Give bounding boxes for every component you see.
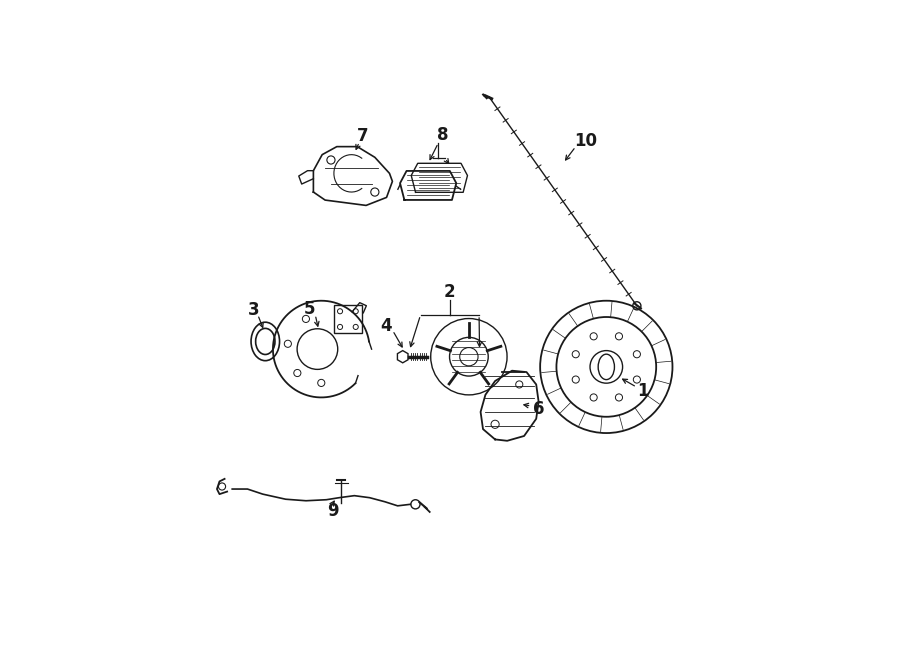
Text: 6: 6 <box>534 400 544 418</box>
Text: 3: 3 <box>248 301 260 319</box>
Text: 5: 5 <box>304 300 315 319</box>
Text: 8: 8 <box>436 126 448 144</box>
Text: 10: 10 <box>574 132 598 151</box>
Bar <box>334 305 362 333</box>
Text: 1: 1 <box>636 382 648 400</box>
Text: 4: 4 <box>381 317 392 335</box>
Text: 9: 9 <box>328 502 338 520</box>
Text: 2: 2 <box>444 283 455 301</box>
Text: 7: 7 <box>357 128 369 145</box>
